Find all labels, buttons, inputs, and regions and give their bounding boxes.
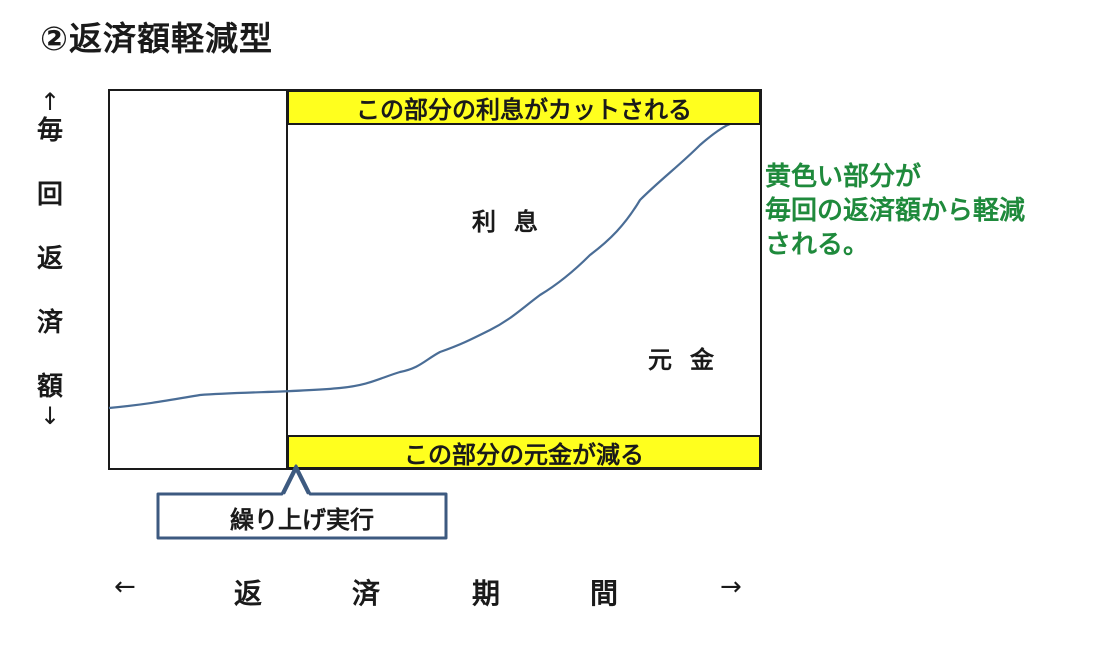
up-arrow: ↑ [39,88,61,116]
x-axis-label: ← 返 済 期 間 → [110,572,760,612]
payment-curve [108,122,731,410]
x-char: 返 [234,577,263,610]
x-char: 期 [472,577,501,610]
y-axis-label: ↑ 毎 回 返 済 額 ↓ [30,90,70,428]
interest-label: 利息 [472,208,556,236]
principal-reduction-band: この部分の元金が減る [287,435,761,469]
x-char: 間 [590,577,619,610]
savings-note: 黄色い部分が 毎回の返済額から軽減 される。 [765,160,1025,262]
page-title: ②返済額軽減型 [40,19,273,58]
y-char: 毎 [36,116,63,146]
outer-frame [108,89,762,470]
note-line: 黄色い部分が [765,162,922,192]
interest-cut-band: この部分の利息がカットされる [287,90,761,125]
prepayment-callout-shape [156,464,448,540]
x-char: 済 [352,577,381,610]
prepayment-callout: 繰り上げ実行 [230,505,374,534]
y-char: 済 [36,308,63,338]
after-prepayment-frame [286,89,762,470]
left-arrow: ← [114,572,136,602]
down-arrow: ↓ [39,402,61,430]
note-line: 毎回の返済額から軽減 [765,196,1026,226]
y-char: 額 [36,372,63,402]
right-arrow: → [720,572,742,602]
y-char: 回 [36,180,63,210]
y-char: 返 [36,244,63,274]
principal-label: 元金 [648,346,732,374]
note-line: される。 [765,230,870,260]
